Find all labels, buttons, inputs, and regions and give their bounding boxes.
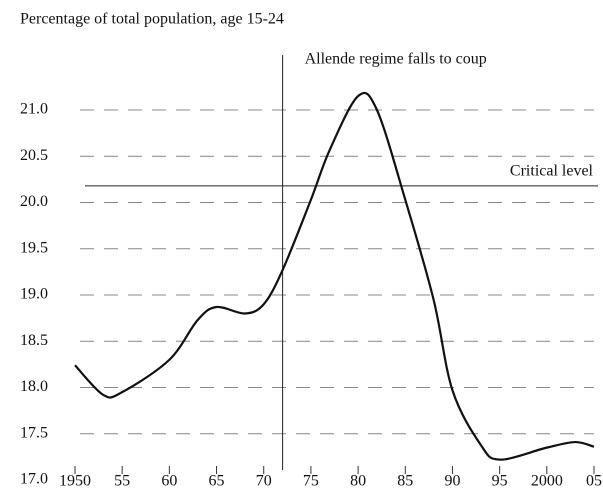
y-tick-label: 18.0 (20, 378, 48, 395)
x-tick-label: 60 (161, 473, 177, 490)
x-tick-label: 90 (444, 473, 460, 490)
y-tick-label: 17.5 (20, 424, 48, 441)
y-tick-label: 20.5 (20, 147, 48, 164)
x-tick-label: 55 (114, 473, 130, 490)
y-tick-label: 19.0 (20, 286, 48, 303)
chart-title: Percentage of total population, age 15-2… (20, 11, 284, 28)
x-tick-label: 75 (303, 473, 319, 490)
x-tick-label: 05 (586, 473, 602, 490)
data-line (74, 91, 595, 461)
x-tick-label: 70 (256, 473, 272, 490)
y-tick-label: 19.5 (20, 239, 48, 256)
x-tick-label: 1950 (59, 473, 91, 490)
y-tick-label: 17.0 (20, 471, 48, 488)
y-tick-label: 21.0 (20, 101, 48, 118)
annotation: Critical level (510, 163, 594, 180)
y-tick-label: 20.0 (20, 193, 48, 210)
x-tick-label: 65 (209, 473, 225, 490)
x-tick-label: 80 (350, 473, 366, 490)
x-tick-label: 85 (397, 473, 413, 490)
x-tick-label: 95 (492, 473, 508, 490)
annotation: Allende regime falls to coup (305, 51, 487, 68)
x-tick-label: 2000 (531, 473, 563, 490)
y-tick-label: 18.5 (20, 332, 48, 349)
